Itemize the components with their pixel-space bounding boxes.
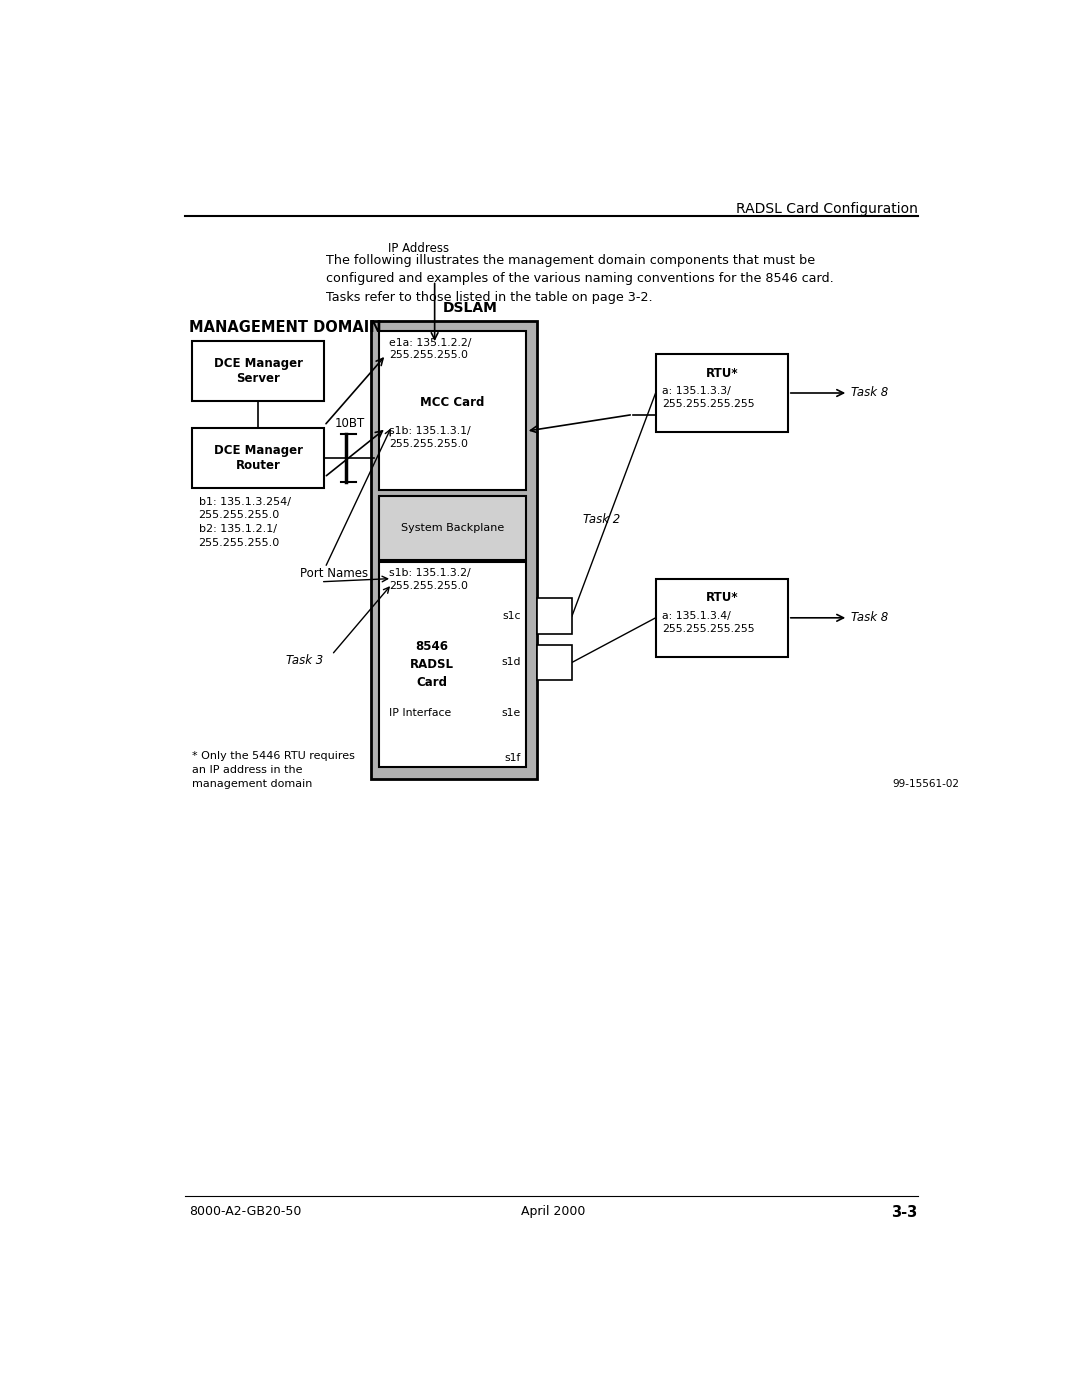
Text: DSL: DSL <box>543 612 565 622</box>
Text: RTU*: RTU* <box>705 591 738 605</box>
FancyBboxPatch shape <box>192 427 324 488</box>
Text: April 2000: April 2000 <box>522 1204 585 1218</box>
Text: Task 3: Task 3 <box>285 654 323 666</box>
Text: Port Names: Port Names <box>300 567 368 580</box>
Text: RTU*: RTU* <box>705 366 738 380</box>
Text: * Only the 5446 RTU requires
an IP address in the
management domain: * Only the 5446 RTU requires an IP addre… <box>192 750 355 789</box>
Text: 8546
RADSL
Card: 8546 RADSL Card <box>409 640 454 689</box>
Text: DCE Manager
Router: DCE Manager Router <box>214 444 302 472</box>
Text: b1: 135.1.3.254/
255.255.255.0
b2: 135.1.2.1/
255.255.255.0: b1: 135.1.3.254/ 255.255.255.0 b2: 135.1… <box>199 497 291 548</box>
FancyBboxPatch shape <box>372 321 537 778</box>
Text: Task 2: Task 2 <box>583 513 620 525</box>
Text: RADSL Card Configuration: RADSL Card Configuration <box>735 203 918 217</box>
FancyBboxPatch shape <box>537 598 572 634</box>
Text: DSL: DSL <box>543 658 565 668</box>
Text: System Backplane: System Backplane <box>401 522 504 534</box>
Text: s1f: s1f <box>504 753 521 763</box>
FancyBboxPatch shape <box>379 331 526 490</box>
Text: s1d: s1d <box>501 658 521 668</box>
Text: s1b: 135.1.3.1/
255.255.255.0: s1b: 135.1.3.1/ 255.255.255.0 <box>390 426 471 448</box>
FancyBboxPatch shape <box>192 341 324 401</box>
FancyBboxPatch shape <box>379 563 526 767</box>
Text: 10BT: 10BT <box>334 418 364 430</box>
Text: MCC Card: MCC Card <box>420 395 485 409</box>
Text: a: 135.1.3.4/
255.255.255.255: a: 135.1.3.4/ 255.255.255.255 <box>662 610 755 634</box>
Text: Task 8: Task 8 <box>851 387 888 400</box>
Text: s1b: 135.1.3.2/
255.255.255.0: s1b: 135.1.3.2/ 255.255.255.0 <box>390 567 471 591</box>
Text: MANAGEMENT DOMAIN: MANAGEMENT DOMAIN <box>189 320 382 335</box>
Text: 8000-A2-GB20-50: 8000-A2-GB20-50 <box>189 1204 301 1218</box>
Text: 3-3: 3-3 <box>891 1204 918 1220</box>
FancyBboxPatch shape <box>379 496 526 560</box>
Text: The following illustrates the management domain components that must be
configur: The following illustrates the management… <box>326 254 834 303</box>
Text: Task 8: Task 8 <box>851 612 888 624</box>
Text: 99-15561-02: 99-15561-02 <box>892 778 959 789</box>
FancyBboxPatch shape <box>656 353 788 432</box>
Text: s1e: s1e <box>501 708 521 718</box>
Text: DCE Manager
Server: DCE Manager Server <box>214 358 302 386</box>
FancyBboxPatch shape <box>537 644 572 680</box>
Text: DSLAM: DSLAM <box>443 300 498 314</box>
Text: a: 135.1.3.3/
255.255.255.255: a: 135.1.3.3/ 255.255.255.255 <box>662 386 755 409</box>
Text: s1c: s1c <box>502 612 521 622</box>
FancyBboxPatch shape <box>656 578 788 657</box>
Text: IP Interface: IP Interface <box>390 708 451 718</box>
Text: e1a: 135.1.2.2/
255.255.255.0: e1a: 135.1.2.2/ 255.255.255.0 <box>390 338 472 360</box>
Text: IP Address: IP Address <box>388 242 449 254</box>
